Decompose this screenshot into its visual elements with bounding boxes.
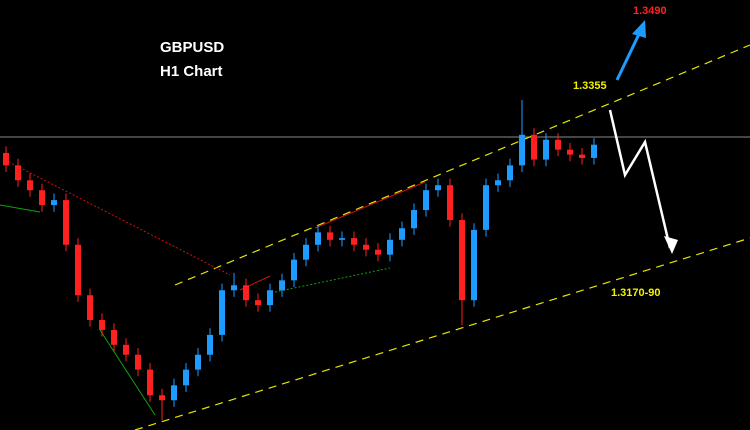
candle-body <box>207 334 213 355</box>
candle-body <box>39 190 45 206</box>
candle-body <box>87 295 93 321</box>
candle-body <box>15 165 21 181</box>
trend-line <box>314 181 426 229</box>
candle-body <box>327 232 333 240</box>
candle-body <box>591 144 597 158</box>
annotation: 1.3490 <box>633 5 667 17</box>
candle-body <box>183 369 189 386</box>
candle-body <box>507 165 513 181</box>
candle-body <box>339 238 345 240</box>
forecast-arrow <box>615 31 642 81</box>
candle-body <box>51 200 57 206</box>
candle-body <box>123 344 129 355</box>
candle-body <box>27 180 33 191</box>
trend-line <box>274 267 391 293</box>
candle-body <box>303 244 309 260</box>
candle-body <box>99 320 105 330</box>
candle-body <box>255 300 261 306</box>
candle-body <box>423 190 429 211</box>
candle-body <box>219 290 225 335</box>
candle-body <box>435 185 441 191</box>
candle-body <box>279 280 285 291</box>
candle-body <box>243 285 249 301</box>
candle-body <box>495 180 501 186</box>
candle-body <box>351 238 357 245</box>
annotation: 1.3170-90 <box>611 287 661 299</box>
trend-line <box>99 329 156 416</box>
candle-body <box>459 219 465 301</box>
candle-body <box>75 244 81 296</box>
candle-body <box>447 185 453 220</box>
candle-body <box>147 369 153 396</box>
candle-body <box>543 139 549 160</box>
candle-body <box>411 210 417 229</box>
candle-body <box>471 229 477 301</box>
candle-body <box>531 134 537 160</box>
candle-body <box>267 290 273 306</box>
candle-body <box>519 134 525 166</box>
candle-body <box>63 200 69 245</box>
candle-body <box>579 154 585 158</box>
annotation: 1.3355 <box>573 80 607 92</box>
candle-body <box>567 149 573 155</box>
channel-upper <box>174 44 750 286</box>
chart-subtitle: H1 Chart <box>160 63 223 80</box>
candle-body <box>555 139 561 150</box>
candle-body <box>195 354 201 370</box>
candle-body <box>483 185 489 230</box>
candle-body <box>231 285 237 291</box>
channel-lower <box>134 237 750 430</box>
candles <box>3 100 597 421</box>
candle-body <box>363 244 369 250</box>
forecast-arrow <box>608 109 672 249</box>
chart-title: GBPUSD <box>160 39 224 56</box>
candle-body <box>171 385 177 401</box>
candle-body <box>159 395 165 401</box>
arrow-head <box>664 236 678 254</box>
candle-body <box>3 152 9 166</box>
candle-body <box>135 354 141 370</box>
candle-body <box>315 232 321 245</box>
arrow-head <box>632 20 646 38</box>
candle-body <box>111 329 117 345</box>
candle-body <box>291 259 297 281</box>
candle-body <box>375 249 381 255</box>
trend-line <box>0 204 41 213</box>
candle-body <box>399 228 405 240</box>
candle-body <box>387 239 393 255</box>
